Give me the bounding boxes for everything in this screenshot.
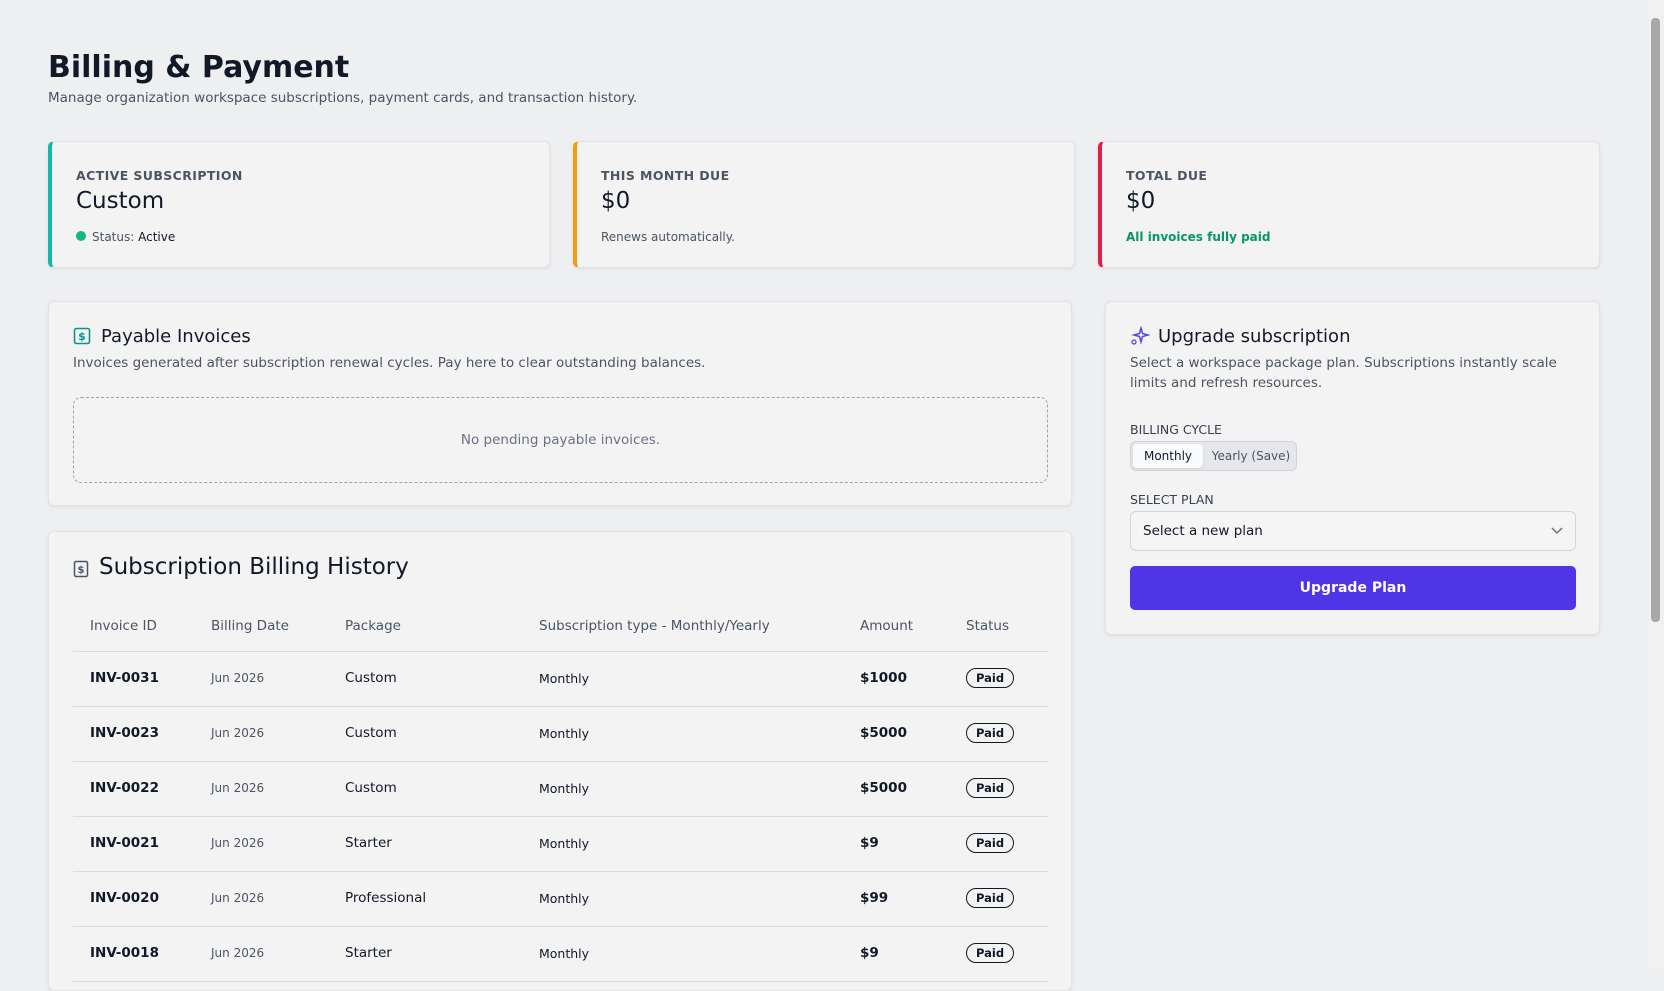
upgrade-panel: Upgrade subscription Select a workspace …	[1105, 301, 1600, 635]
stat-value: $0	[601, 188, 631, 214]
page-title: Billing & Payment	[48, 50, 350, 85]
cell: $9	[860, 835, 879, 851]
status-value: Active	[138, 230, 176, 244]
cell: INV-0021	[90, 835, 159, 851]
status-badge: Paid	[966, 888, 1015, 908]
status-badge: Paid	[966, 723, 1015, 743]
upgrade-button[interactable]: Upgrade Plan	[1130, 566, 1576, 610]
empty-state: No pending payable invoices.	[73, 397, 1048, 483]
stat-note: Renews automatically.	[601, 230, 735, 244]
page: {"header":{"title":"Billing & Payment","…	[48, 0, 1664, 991]
chevron	[1551, 527, 1563, 535]
status-badge: Paid	[966, 668, 1015, 688]
stat-label: THIS MONTH DUE	[601, 168, 730, 183]
cell: Monthly	[539, 781, 590, 796]
column-header: Invoice ID	[90, 618, 157, 634]
stat-value: Custom	[76, 188, 165, 214]
plan-select[interactable]: Select a new plan	[1130, 511, 1576, 551]
panel-title: Upgrade subscription	[1158, 326, 1351, 347]
cell: Jun 2026	[211, 946, 265, 960]
cell: $5000	[860, 780, 907, 796]
cell: Jun 2026	[211, 781, 265, 795]
cell: Monthly	[539, 671, 590, 686]
panel-title: Payable Invoices	[101, 326, 251, 347]
cell: INV-0018	[90, 945, 159, 961]
cell: Jun 2026	[211, 726, 265, 740]
column-header: Billing Date	[211, 618, 289, 634]
row-rule	[73, 706, 1048, 707]
column-header: Status	[966, 618, 1010, 634]
stat-card: TOTAL DUE $0 All invoices fully paid	[1098, 141, 1600, 268]
stat-card: ACTIVE SUBSCRIPTION Custom Status: Activ…	[48, 141, 550, 268]
scrollbar-thumb[interactable]	[1651, 18, 1660, 622]
cell: Starter	[345, 835, 392, 851]
cell: Custom	[345, 670, 397, 686]
scrollbar	[1647, 0, 1664, 968]
plan-placeholder: Select a new plan	[1143, 523, 1263, 539]
cell: Custom	[345, 780, 397, 796]
row-rule	[73, 981, 1048, 982]
cycle-option[interactable]: Monthly	[1133, 444, 1203, 468]
cell: Monthly	[539, 836, 590, 851]
cell: Professional	[345, 890, 427, 906]
cell: $5000	[860, 725, 907, 741]
payable-panel: $ Payable Invoices Invoices generated af…	[48, 301, 1072, 506]
svg-text:$: $	[78, 330, 86, 343]
cell: INV-0020	[90, 890, 159, 906]
empty-text: No pending payable invoices.	[460, 432, 661, 448]
body: Billing & Payment Manage organization wo…	[48, 0, 1664, 991]
status-badge: Paid	[966, 833, 1015, 853]
sparkle-icon	[1131, 326, 1150, 345]
panel-title: Subscription Billing History	[99, 554, 409, 580]
cell: Jun 2026	[211, 671, 265, 685]
column-header: Package	[345, 618, 401, 634]
history-panel: $ Subscription Billing History Invoice I…	[48, 531, 1072, 991]
header-rule	[73, 651, 1048, 652]
cell: $9	[860, 945, 879, 961]
stat-label: ACTIVE SUBSCRIPTION	[76, 168, 243, 183]
row-rule	[73, 871, 1048, 872]
cycle-option[interactable]: Yearly (Save)	[1211, 449, 1291, 463]
column-header: Amount	[860, 618, 914, 634]
invoice-icon: $	[73, 327, 91, 345]
cell: Jun 2026	[211, 836, 265, 850]
cycle-toggle: Monthly Yearly (Save)	[1130, 441, 1297, 471]
status: Status: Active	[76, 230, 175, 244]
row-rule	[73, 816, 1048, 817]
cell: Monthly	[539, 726, 590, 741]
cell: INV-0023	[90, 725, 159, 741]
stat-note: All invoices fully paid	[1126, 230, 1271, 244]
status-dot	[76, 231, 86, 241]
cell: Monthly	[539, 946, 590, 961]
cycle-label: BILLING CYCLE	[1130, 422, 1222, 437]
cell: $99	[860, 890, 889, 906]
panel-description: Select a workspace package plan. Subscri…	[1130, 355, 1557, 391]
history-icon: $	[73, 560, 89, 578]
plan-label: SELECT PLAN	[1130, 492, 1214, 507]
stat-value: $0	[1126, 188, 1156, 214]
cell: $1000	[860, 670, 907, 686]
status-badge: Paid	[966, 778, 1015, 798]
status-badge: Paid	[966, 943, 1015, 963]
row-rule	[73, 926, 1048, 927]
stat-card: THIS MONTH DUE $0 Renews automatically.	[573, 141, 1075, 268]
cell: Jun 2026	[211, 891, 265, 905]
status-label: Status:	[92, 230, 135, 244]
panel-description: Invoices generated after subscription re…	[73, 355, 706, 371]
column-header: Subscription type - Monthly/Yearly	[539, 618, 770, 634]
row-rule	[73, 761, 1048, 762]
cell: Starter	[345, 945, 392, 961]
cell: Monthly	[539, 891, 590, 906]
cell: INV-0022	[90, 780, 159, 796]
stat-label: TOTAL DUE	[1126, 168, 1208, 183]
page-subtitle: Manage organization workspace subscripti…	[48, 90, 638, 106]
svg-text:$: $	[78, 565, 85, 576]
cell: INV-0031	[90, 670, 159, 686]
cell: Custom	[345, 725, 397, 741]
